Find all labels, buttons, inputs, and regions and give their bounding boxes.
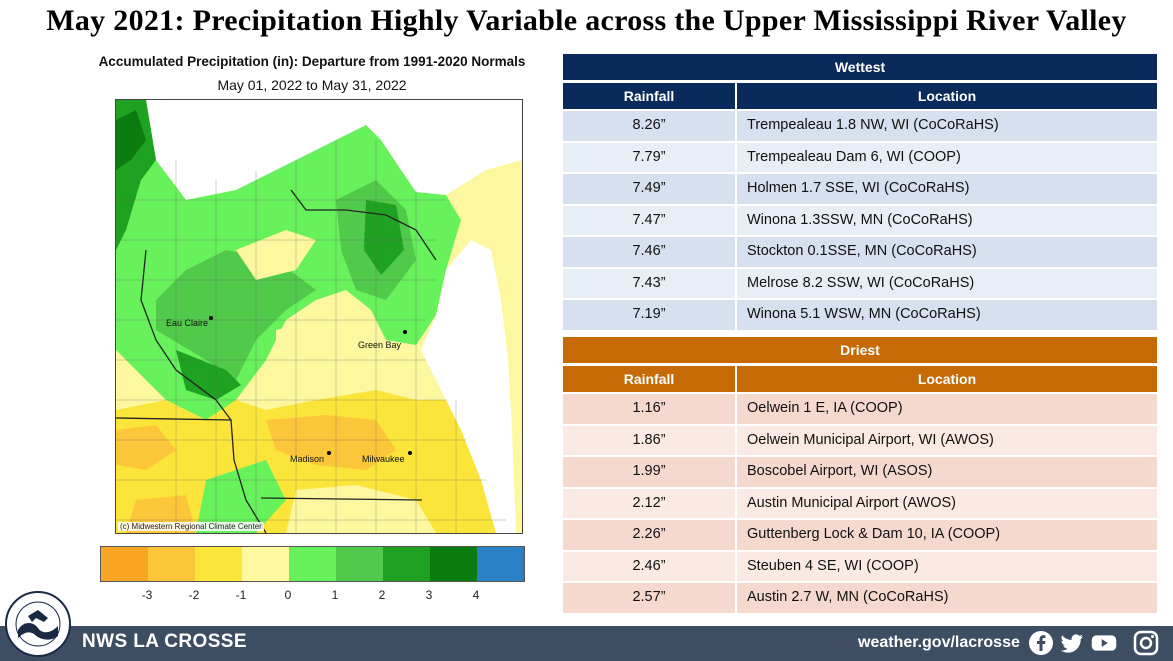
rainfall-cell: 8.26” (632, 117, 666, 133)
location-cell: Austin 2.7 W, MN (CoCoRaHS) (735, 583, 1157, 613)
rainfall-column-header: Rainfall (623, 88, 675, 104)
location-cell: Melrose 8.2 SSW, WI (CoCoRaHS) (735, 268, 1157, 298)
city-label: Green Bay (358, 340, 402, 350)
legend-label: 1 (331, 588, 339, 602)
driest-rows: 1.16” Oelwein 1 E, IA (COOP) 1.86” Oelwein… (563, 392, 1157, 613)
page-title: May 2021: Precipitation Highly Variable … (46, 4, 1127, 37)
facebook-icon[interactable] (1028, 630, 1054, 656)
location-cell: Boscobel Airport, WI (ASOS) (735, 457, 1157, 487)
legend-labels: -3 -2 -1 0 1 2 3 4 (100, 588, 524, 604)
lake-michigan (421, 240, 516, 533)
map-date-range: May 01, 2022 to May 31, 2022 (217, 77, 407, 93)
twitter-icon[interactable] (1059, 630, 1085, 656)
footer-bar (0, 626, 1173, 661)
legend-swatch (430, 547, 477, 581)
rainfall-cell: 2.46” (632, 557, 666, 574)
table-row: 1.16” Oelwein 1 E, IA (COOP) (563, 392, 1157, 424)
map-graphic (116, 100, 522, 533)
rainfall-cell: 7.19” (632, 306, 666, 322)
legend-label: -2 (188, 588, 200, 602)
table-row: 7.49” Holmen 1.7 SSE, WI (CoCoRaHS) (563, 172, 1157, 204)
location-cell: Steuben 4 SE, WI (COOP) (735, 551, 1157, 581)
rainfall-cell: 2.26” (632, 526, 666, 542)
table-row: 7.43” Melrose 8.2 SSW, WI (CoCoRaHS) (563, 266, 1157, 298)
rainfall-cell: 1.16” (632, 400, 666, 416)
table-row: 7.46” Stockton 0.1SSE, MN (CoCoRaHS) (563, 235, 1157, 267)
city-label: Milwaukee (362, 454, 405, 464)
table-row: 7.47” Winona 1.3SSW, MN (CoCoRaHS) (563, 203, 1157, 235)
rainfall-cell: 7.49” (632, 180, 666, 196)
milwaukee-marker (408, 451, 412, 455)
location-cell: Holmen 1.7 SSE, WI (CoCoRaHS) (735, 174, 1157, 204)
madison-marker (327, 451, 331, 455)
rainfall-cell: 7.47” (632, 211, 666, 228)
location-cell: Oelwein 1 E, IA (COOP) (735, 394, 1157, 424)
location-cell: Austin Municipal Airport (AWOS) (735, 488, 1157, 518)
table-row: 7.79” Trempealeau Dam 6, WI (COOP) (563, 140, 1157, 172)
driest-header: Driest (563, 337, 1157, 363)
driest-column-headers: Rainfall Location (563, 366, 1157, 392)
legend-label: 4 (472, 588, 480, 602)
legend-swatch (383, 547, 430, 581)
legend-label: 3 (425, 588, 433, 602)
map-title: Accumulated Precipitation (in): Departur… (98, 54, 526, 69)
nws-logo-icon (5, 591, 71, 657)
wettest-table: Wettest Rainfall Location 8.26” Trempeale… (563, 54, 1157, 330)
eau-claire-marker (209, 316, 213, 320)
driest-table: Driest Rainfall Location 1.16” Oelwein 1 … (563, 337, 1157, 613)
wettest-header: Wettest (563, 54, 1157, 80)
location-cell: Oelwein Municipal Airport, WI (AWOS) (735, 425, 1157, 455)
location-cell: Winona 5.1 WSW, MN (CoCoRaHS) (735, 300, 1157, 330)
legend-label: 2 (378, 588, 386, 602)
location-column-header: Location (735, 366, 1157, 392)
location-cell: Trempealeau 1.8 NW, WI (CoCoRaHS) (735, 111, 1157, 141)
table-row: 2.46” Steuben 4 SE, WI (COOP) (563, 549, 1157, 581)
rainfall-cell: 7.43” (632, 274, 666, 291)
city-label: Eau Claire (166, 318, 209, 328)
rainfall-cell: 1.99” (632, 463, 666, 479)
rainfall-cell: 2.12” (632, 494, 666, 511)
legend-label: 0 (284, 588, 292, 602)
map-credit: (c) Midwestern Regional Climate Center (118, 522, 264, 531)
table-row: 7.19” Winona 5.1 WSW, MN (CoCoRaHS) (563, 298, 1157, 330)
location-cell: Guttenberg Lock & Dam 10, IA (COOP) (735, 520, 1157, 550)
location-cell: Stockton 0.1SSE, MN (CoCoRaHS) (735, 237, 1157, 267)
legend-label: -1 (235, 588, 247, 602)
location-cell: Trempealeau Dam 6, WI (COOP) (735, 142, 1157, 172)
table-row: 1.99” Boscobel Airport, WI (ASOS) (563, 455, 1157, 487)
rainfall-cell: 7.46” (632, 243, 666, 259)
rainfall-column-header: Rainfall (623, 371, 675, 387)
legend-swatch (289, 547, 336, 581)
table-row: 1.86” Oelwein Municipal Airport, WI (AWOS… (563, 423, 1157, 455)
legend-swatch (195, 547, 242, 581)
legend-swatch (101, 547, 148, 581)
green-bay-marker (403, 330, 407, 334)
office-url[interactable]: weather.gov/lacrosse (858, 634, 1020, 651)
lake-superior (146, 100, 522, 200)
table-row: 8.26” Trempealeau 1.8 NW, WI (CoCoRaHS) (563, 109, 1157, 141)
rainfall-cell: 1.86” (632, 431, 666, 448)
legend-swatch (242, 547, 289, 581)
youtube-icon[interactable] (1091, 630, 1117, 656)
table-row: 2.12” Austin Municipal Airport (AWOS) (563, 486, 1157, 518)
rainfall-cell: 2.57” (632, 589, 666, 605)
office-name: NWS LA CROSSE (82, 631, 247, 652)
legend-swatch (477, 547, 524, 581)
location-cell: Winona 1.3SSW, MN (CoCoRaHS) (735, 205, 1157, 235)
precipitation-map: Eau Claire Green Bay Madison Milwaukee (… (115, 99, 523, 534)
rainfall-cell: 7.79” (632, 148, 666, 165)
wettest-rows: 8.26” Trempealeau 1.8 NW, WI (CoCoRaHS) 7… (563, 109, 1157, 330)
legend-swatch (148, 547, 195, 581)
city-label: Madison (290, 454, 325, 464)
legend-label: -3 (141, 588, 153, 602)
table-row: 2.26” Guttenberg Lock & Dam 10, IA (COOP) (563, 518, 1157, 550)
table-row: 2.57” Austin 2.7 W, MN (CoCoRaHS) (563, 581, 1157, 613)
location-column-header: Location (735, 83, 1157, 109)
legend-swatch (336, 547, 383, 581)
instagram-icon[interactable] (1133, 630, 1159, 656)
color-legend (100, 546, 525, 582)
wettest-column-headers: Rainfall Location (563, 83, 1157, 109)
